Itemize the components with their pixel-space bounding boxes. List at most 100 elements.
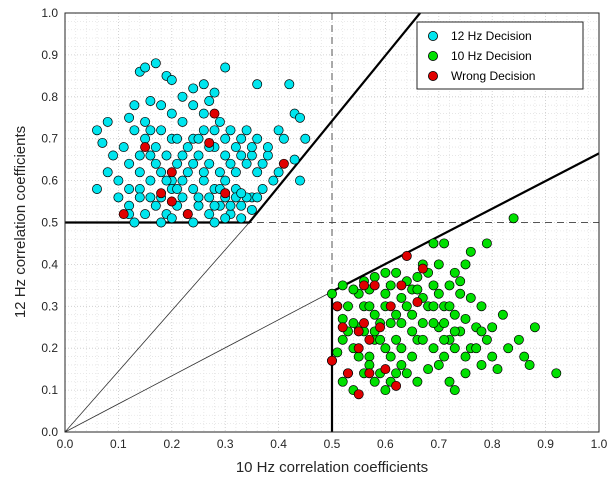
point-12hz-decision bbox=[113, 175, 124, 186]
point-12hz-decision bbox=[230, 142, 241, 153]
x-tick-label: 0.0 bbox=[57, 437, 74, 451]
point-12hz-decision bbox=[204, 209, 215, 220]
boundary-12hz bbox=[65, 12, 421, 224]
y-tick-label: 1.0 bbox=[41, 6, 58, 20]
point-wrong-decision bbox=[220, 188, 231, 199]
point-10hz-decision bbox=[364, 351, 375, 362]
point-10hz-decision bbox=[337, 280, 348, 291]
point-wrong-decision bbox=[278, 158, 289, 169]
point-10hz-decision bbox=[449, 326, 460, 337]
point-12hz-decision bbox=[252, 133, 263, 144]
point-wrong-decision bbox=[359, 318, 369, 329]
y-tick-labels: 0.0 0.1 0.2 0.3 0.4 0.5 0.6 0.7 0.8 0.9 1.0 bbox=[41, 6, 58, 439]
point-10hz-decision bbox=[364, 301, 375, 312]
point-10hz-decision bbox=[439, 318, 450, 329]
point-wrong-decision bbox=[353, 326, 364, 337]
point-10hz-decision bbox=[444, 376, 455, 387]
point-10hz-decision bbox=[407, 309, 418, 320]
point-10hz-decision bbox=[471, 343, 482, 354]
point-wrong-decision bbox=[359, 280, 369, 291]
point-10hz-decision bbox=[364, 360, 375, 370]
point-12hz-decision bbox=[145, 192, 156, 203]
point-12hz-decision bbox=[295, 175, 305, 186]
point-10hz-decision bbox=[439, 351, 450, 362]
point-12hz-decision bbox=[193, 133, 204, 144]
point-wrong-decision bbox=[401, 251, 412, 261]
point-wrong-decision bbox=[353, 389, 364, 400]
point-10hz-decision bbox=[428, 238, 439, 249]
point-10hz-decision bbox=[412, 284, 423, 295]
point-10hz-decision bbox=[396, 318, 407, 329]
point-10hz-decision bbox=[391, 368, 402, 379]
point-10hz-decision bbox=[455, 276, 466, 287]
point-10hz-decision bbox=[444, 301, 455, 312]
point-10hz-decision bbox=[327, 288, 337, 299]
point-12hz-decision bbox=[295, 112, 305, 123]
point-10hz-decision bbox=[428, 280, 439, 291]
point-10hz-decision bbox=[401, 368, 412, 379]
point-12hz-decision bbox=[150, 200, 161, 211]
y-tick-label: 0.5 bbox=[41, 216, 58, 230]
point-12hz-decision bbox=[150, 158, 161, 169]
point-10hz-decision bbox=[449, 385, 460, 396]
y-tick-label: 0.8 bbox=[41, 90, 58, 104]
point-10hz-decision bbox=[369, 272, 380, 282]
point-wrong-decision bbox=[396, 280, 407, 291]
point-12hz-decision bbox=[177, 91, 188, 102]
point-10hz-decision bbox=[460, 313, 471, 324]
point-10hz-decision bbox=[385, 318, 396, 329]
point-10hz-decision bbox=[444, 280, 455, 291]
point-10hz-decision bbox=[401, 301, 412, 312]
legend-marker-12hz bbox=[427, 30, 438, 41]
point-10hz-decision bbox=[412, 376, 423, 387]
plot-frame bbox=[64, 12, 600, 433]
x-tick-label: 0.6 bbox=[377, 437, 394, 451]
point-12hz-decision bbox=[241, 158, 252, 169]
point-12hz-decision bbox=[284, 79, 295, 90]
point-wrong-decision bbox=[375, 322, 386, 333]
point-12hz-decision bbox=[150, 58, 161, 69]
point-12hz-decision bbox=[236, 188, 247, 199]
point-12hz-decision bbox=[246, 204, 257, 215]
point-12hz-decision bbox=[188, 158, 199, 169]
legend-label-12hz: 12 Hz Decision bbox=[451, 29, 532, 43]
point-10hz-decision bbox=[513, 334, 524, 345]
point-12hz-decision bbox=[145, 125, 156, 136]
point-10hz-decision bbox=[551, 368, 562, 379]
point-12hz-decision bbox=[257, 184, 268, 194]
point-10hz-decision bbox=[423, 364, 434, 375]
point-12hz-decision bbox=[188, 100, 199, 111]
point-10hz-decision bbox=[337, 334, 348, 345]
x-tick-labels: 0.0 0.1 0.2 0.3 0.4 0.5 0.6 0.7 0.8 0.9 1.0 bbox=[57, 437, 608, 451]
point-12hz-decision bbox=[220, 213, 231, 224]
point-wrong-decision bbox=[337, 322, 348, 333]
point-12hz-decision bbox=[150, 142, 161, 153]
point-10hz-decision bbox=[481, 238, 492, 249]
point-12hz-decision bbox=[220, 150, 231, 161]
point-10hz-decision bbox=[433, 360, 444, 370]
point-12hz-decision bbox=[225, 125, 236, 136]
point-12hz-decision bbox=[177, 116, 188, 127]
point-12hz-decision bbox=[182, 167, 193, 178]
point-12hz-decision bbox=[156, 100, 167, 111]
point-12hz-decision bbox=[156, 125, 167, 136]
point-12hz-decision bbox=[220, 133, 231, 144]
point-12hz-decision bbox=[236, 133, 247, 144]
point-12hz-decision bbox=[278, 133, 289, 144]
point-10hz-decision bbox=[407, 351, 418, 362]
point-12hz-decision bbox=[129, 217, 140, 228]
x-tick-label: 0.3 bbox=[217, 437, 234, 451]
point-10hz-decision bbox=[433, 288, 444, 299]
point-12hz-decision bbox=[300, 133, 311, 144]
point-12hz-decision bbox=[134, 192, 145, 203]
point-10hz-decision bbox=[476, 360, 487, 370]
point-12hz-decision bbox=[108, 150, 119, 161]
point-12hz-decision bbox=[236, 150, 247, 161]
point-12hz-decision bbox=[289, 154, 300, 165]
point-12hz-decision bbox=[129, 100, 140, 111]
point-wrong-decision bbox=[209, 108, 220, 119]
point-12hz-decision bbox=[134, 167, 145, 178]
legend-marker-10hz bbox=[427, 51, 438, 62]
point-10hz-decision bbox=[412, 272, 423, 282]
y-tick-label: 0.1 bbox=[41, 383, 58, 397]
